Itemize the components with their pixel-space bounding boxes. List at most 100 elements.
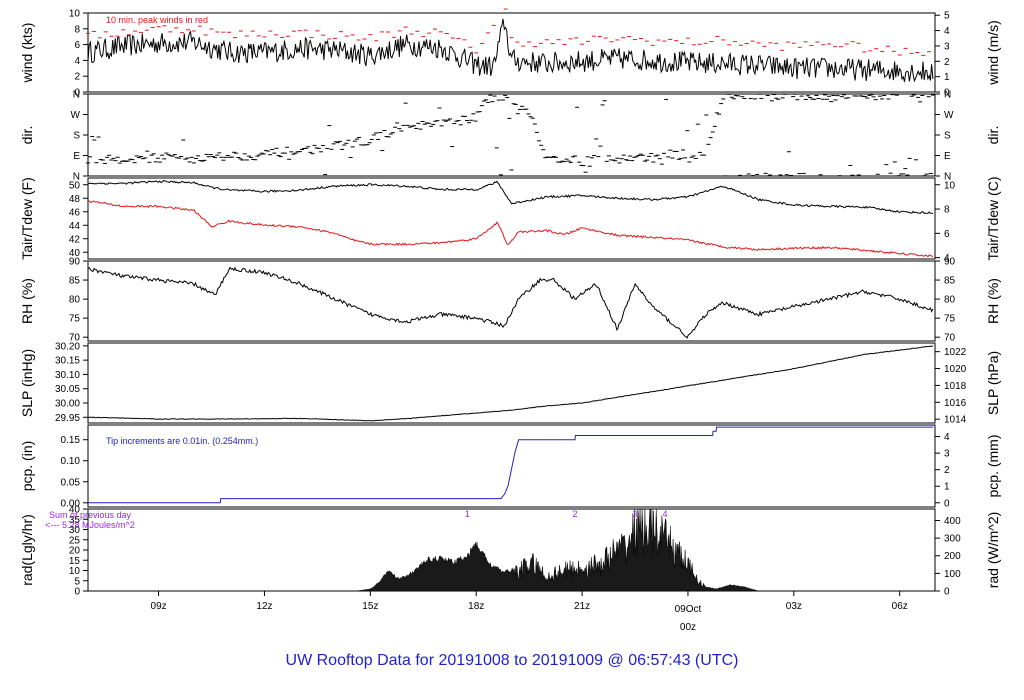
series-precip [88, 426, 934, 504]
y-tick-label-right: 4 [944, 432, 950, 443]
rad-sum-value: <--- 5.28 MJoules/m^2 [45, 520, 135, 530]
rad-marker: 4 [663, 509, 668, 519]
x-tick-label: 09z [151, 601, 167, 612]
y-tick-label-right: 1014 [944, 415, 967, 426]
x-tick-label: 12z [256, 601, 272, 612]
y-tick-label: N [73, 172, 80, 183]
y-tick-label-right: 1020 [944, 364, 967, 375]
series-RH [87, 266, 934, 339]
y-axis-label-right: RH (%) [985, 278, 1001, 324]
y-tick-label-right: 3 [944, 41, 950, 52]
y-tick-label: 29.95 [55, 413, 80, 424]
series-radiation [335, 508, 759, 592]
panel-frame [87, 342, 936, 424]
y-tick-label-right: 0 [944, 587, 950, 598]
series-wind [87, 18, 934, 83]
y-tick-label: 30.20 [55, 341, 80, 352]
y-tick-label: 0.10 [61, 456, 81, 467]
y-tick-label: 80 [69, 295, 81, 306]
panel-wind: wind (kts) wind (m/s) 0 2 4 6 8 10 0 1 2 3 4 5 10 min.… [19, 9, 1001, 99]
time-axis: 09z 12z 15z 18z 21z 09Oct 00z 03z 06z [151, 591, 908, 633]
rad-sum-label: Sum of previous day [49, 510, 132, 520]
rad-marker: 2 [573, 509, 578, 519]
y-axis-label: RH (%) [19, 278, 35, 324]
y-tick-label: 46 [69, 207, 81, 218]
y-tick-label: 25 [69, 535, 81, 546]
panel-frame [87, 424, 936, 508]
y-tick-label: 44 [69, 221, 81, 232]
rad-marker: 1 [465, 509, 470, 519]
x-tick-label: 09Oct [675, 604, 702, 615]
y-tick-label-right: 8 [944, 205, 950, 216]
y-axis-label-right: dir. [985, 126, 1001, 145]
y-tick-label-right: S [944, 131, 951, 142]
panel-frame [87, 177, 936, 260]
y-tick-label-right: 1 [944, 482, 950, 493]
y-tick-label-right: 1 [944, 72, 950, 83]
y-tick-label: 10 [69, 566, 81, 577]
y-tick-label-right: N [944, 90, 951, 101]
x-tick-label: 18z [468, 601, 484, 612]
y-axis-label: pcp. (in) [19, 441, 35, 492]
y-tick-label-right: 90 [944, 257, 956, 268]
y-tick-label-right: E [944, 151, 951, 162]
y-tick-label: 35 [69, 515, 81, 526]
y-tick-label-right: 1018 [944, 381, 967, 392]
y-tick-label: 8 [74, 24, 80, 35]
y-tick-label-right: 80 [944, 295, 956, 306]
y-axis-label-right: wind (m/s) [985, 20, 1001, 86]
series-SLP [87, 345, 934, 422]
panel-annotation: Tip increments are 0.01in. (0.254mm.) [106, 436, 258, 446]
y-tick-label: 10 [69, 9, 81, 20]
y-tick-label-right: 1016 [944, 398, 967, 409]
chart-title: UW Rooftop Data for 20191008 to 20191009… [286, 652, 739, 669]
x-tick-label: 21z [574, 601, 590, 612]
y-tick-label: 0.05 [61, 477, 81, 488]
y-tick-label: 30.00 [55, 399, 80, 410]
y-axis-label-right: SLP (hPa) [985, 351, 1001, 415]
y-tick-label-right: 0 [944, 88, 950, 99]
y-tick-label-right: 5 [944, 11, 950, 22]
panel-rh: RH (%) RH (%) 70 75 80 85 90 70 75 80 85 90 [19, 257, 1001, 344]
series-Tair [87, 180, 934, 215]
panel-annotation: 10 min. peak winds in red [106, 15, 208, 25]
y-tick-label: 30 [69, 525, 81, 536]
y-axis-label: rad(Lgly/hr) [19, 514, 35, 586]
y-tick-label: 40 [69, 505, 81, 516]
y-tick-label: 2 [74, 72, 80, 83]
y-tick-label-right: 75 [944, 314, 956, 325]
y-axis-label: dir. [19, 126, 35, 145]
y-tick-label-right: 300 [944, 534, 961, 545]
y-tick-label: 6 [74, 40, 80, 51]
y-tick-label-right: 200 [944, 551, 961, 562]
rad-marker: 3 [633, 509, 638, 519]
y-tick-label: 30.15 [55, 356, 80, 367]
y-tick-label: 15 [69, 556, 81, 567]
panel-frame [87, 12, 936, 93]
y-tick-label-right: 6 [944, 229, 950, 240]
y-tick-label-right: 1022 [944, 347, 967, 358]
panel-frame [87, 260, 936, 342]
y-tick-label-right: 3 [944, 449, 950, 460]
x-tick-label: 03z [786, 601, 802, 612]
panel-pcp: pcp. (in) pcp. (mm) 0.00 0.05 0.10 0.15 0 1 2 3 4 T… [19, 424, 1001, 509]
y-axis-label: wind (kts) [19, 23, 35, 84]
y-tick-label: 90 [69, 257, 81, 268]
y-tick-label-right: 10 [944, 180, 956, 191]
y-tick-label: 40 [69, 248, 81, 259]
y-tick-label-right: 4 [944, 26, 950, 37]
panel-rad: rad(Lgly/hr) rad (W/m^2)05101520253035400… [19, 505, 1001, 598]
y-tick-label: 30.10 [55, 370, 80, 381]
y-tick-label: 42 [69, 234, 81, 245]
y-tick-label: E [73, 151, 80, 162]
y-tick-label-right: 4 [944, 253, 950, 264]
y-tick-label-right: 400 [944, 516, 961, 527]
y-tick-label: 48 [69, 194, 81, 205]
x-tick-label: 06z [892, 601, 908, 612]
y-tick-label: 0.00 [61, 498, 81, 509]
y-axis-label: Tair/Tdew (F) [19, 177, 35, 259]
y-tick-label-right: 0 [944, 498, 950, 509]
y-tick-label: 75 [69, 314, 81, 325]
